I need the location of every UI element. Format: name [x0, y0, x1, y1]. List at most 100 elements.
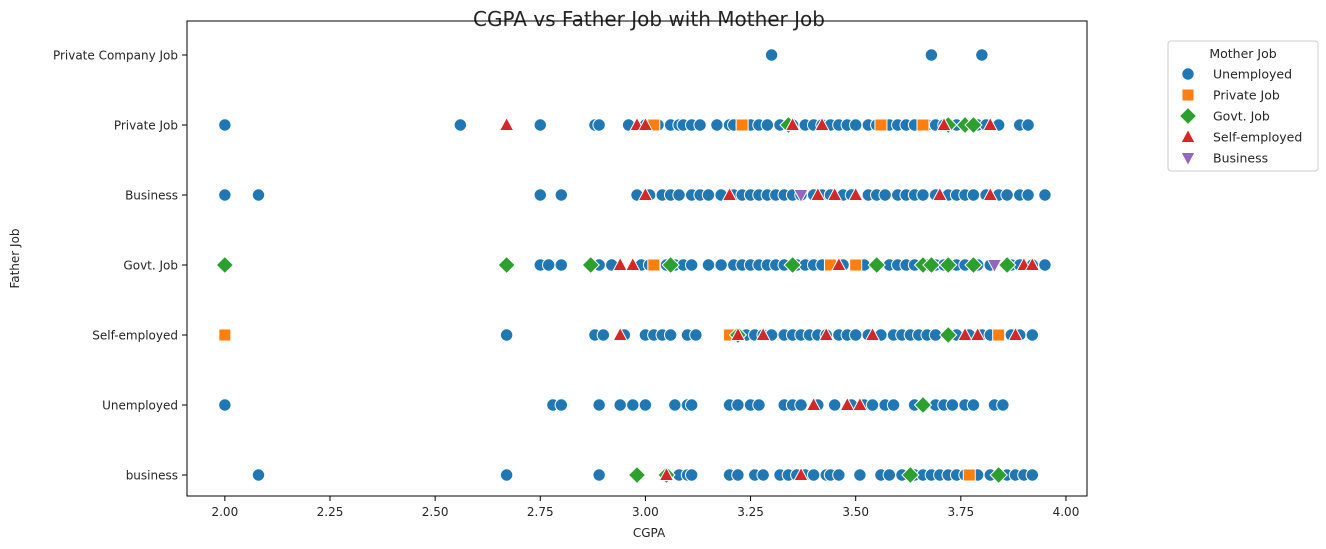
data-point — [218, 398, 232, 412]
legend-title: Mother Job — [1209, 46, 1276, 61]
data-point — [541, 258, 556, 272]
data-point — [814, 116, 830, 131]
data-point — [936, 116, 952, 131]
data-point — [251, 188, 266, 202]
data-point — [218, 328, 232, 342]
data-point — [612, 256, 629, 271]
data-point — [818, 326, 835, 341]
data-point — [966, 398, 981, 412]
data-point — [982, 186, 999, 201]
data-point — [637, 116, 654, 131]
data-point — [710, 118, 724, 132]
x-tick-label: 3.00 — [632, 505, 659, 519]
data-point — [554, 398, 568, 412]
data-point — [793, 466, 809, 481]
data-point — [1025, 328, 1040, 342]
data-point — [721, 186, 738, 201]
data-point — [848, 328, 863, 342]
data-point — [832, 468, 846, 482]
y-tick-label: Private Company Job — [53, 49, 178, 63]
x-tick-label: 3.25 — [737, 505, 764, 519]
data-point — [735, 118, 749, 132]
data-point — [939, 255, 958, 275]
legend-marker — [1181, 67, 1195, 81]
data-point — [499, 468, 514, 482]
x-tick-label: 3.75 — [947, 505, 974, 519]
data-point — [827, 398, 842, 412]
y-tick-label: Govt. Job — [123, 259, 178, 273]
data-point — [760, 118, 775, 132]
data-point — [853, 468, 867, 482]
data-point — [964, 115, 983, 135]
y-tick-label: business — [126, 469, 178, 483]
legend-label: Private Job — [1213, 88, 1280, 103]
data-point — [793, 189, 809, 204]
data-point — [916, 188, 930, 202]
data-point — [714, 258, 728, 272]
y-tick-label: Private Job — [114, 119, 178, 133]
legend-marker — [1181, 88, 1195, 102]
data-point — [810, 186, 826, 201]
data-point — [218, 188, 232, 202]
data-point — [867, 255, 886, 275]
legend-label: Govt. Job — [1213, 109, 1270, 124]
data-point — [647, 258, 661, 272]
series-business — [793, 189, 1003, 274]
data-point — [916, 118, 930, 132]
data-point — [1025, 468, 1040, 482]
plot-frame — [186, 20, 1088, 497]
data-point — [592, 118, 606, 132]
data-point — [497, 255, 516, 275]
legend: Mother Job Unemployed Private Job Govt. Jo… — [1167, 40, 1319, 172]
data-point — [498, 116, 515, 131]
data-point — [848, 118, 863, 132]
data-point — [592, 398, 606, 412]
data-point — [596, 328, 611, 342]
data-point — [913, 395, 933, 415]
x-tick-label: 2.50 — [422, 505, 449, 519]
data-point — [924, 48, 939, 62]
data-point — [964, 255, 983, 275]
legend-marker — [1180, 152, 1196, 167]
data-point — [613, 398, 627, 412]
data-point — [592, 468, 606, 482]
data-point — [756, 468, 770, 482]
data-point — [626, 398, 640, 412]
data-point — [612, 326, 629, 341]
data-point — [975, 48, 989, 62]
data-point — [794, 398, 808, 412]
data-point — [783, 255, 802, 275]
data-point — [755, 326, 772, 341]
data-point — [581, 255, 600, 275]
legend-label: Self-employed — [1213, 130, 1302, 145]
x-tick-label: 2.75 — [527, 505, 554, 519]
y-tick-label: Unemployed — [102, 399, 178, 413]
legend-marker — [1180, 128, 1196, 143]
data-point — [668, 398, 682, 412]
data-point — [684, 468, 699, 482]
data-point — [901, 465, 920, 485]
data-point — [847, 186, 864, 201]
data-point — [663, 328, 678, 342]
data-point — [1000, 188, 1014, 202]
data-point — [992, 328, 1006, 342]
x-tick-label: 2.25 — [317, 505, 344, 519]
data-point — [215, 255, 235, 275]
points-layer — [215, 48, 1052, 485]
data-point — [1021, 118, 1035, 132]
legend-label: Business — [1213, 151, 1268, 166]
data-point — [882, 468, 897, 482]
legend-marker — [1178, 106, 1198, 126]
data-point — [1024, 256, 1041, 271]
data-point — [784, 116, 801, 131]
data-point — [499, 328, 514, 342]
data-point — [831, 256, 847, 271]
data-point — [966, 188, 981, 202]
series-self-employed — [498, 116, 1041, 481]
x-axis-label: CGPA — [633, 526, 666, 540]
data-point — [878, 188, 892, 202]
data-point — [986, 259, 1003, 274]
data-point — [661, 255, 680, 275]
data-point — [638, 398, 653, 412]
y-tick-label: Business — [125, 189, 178, 203]
